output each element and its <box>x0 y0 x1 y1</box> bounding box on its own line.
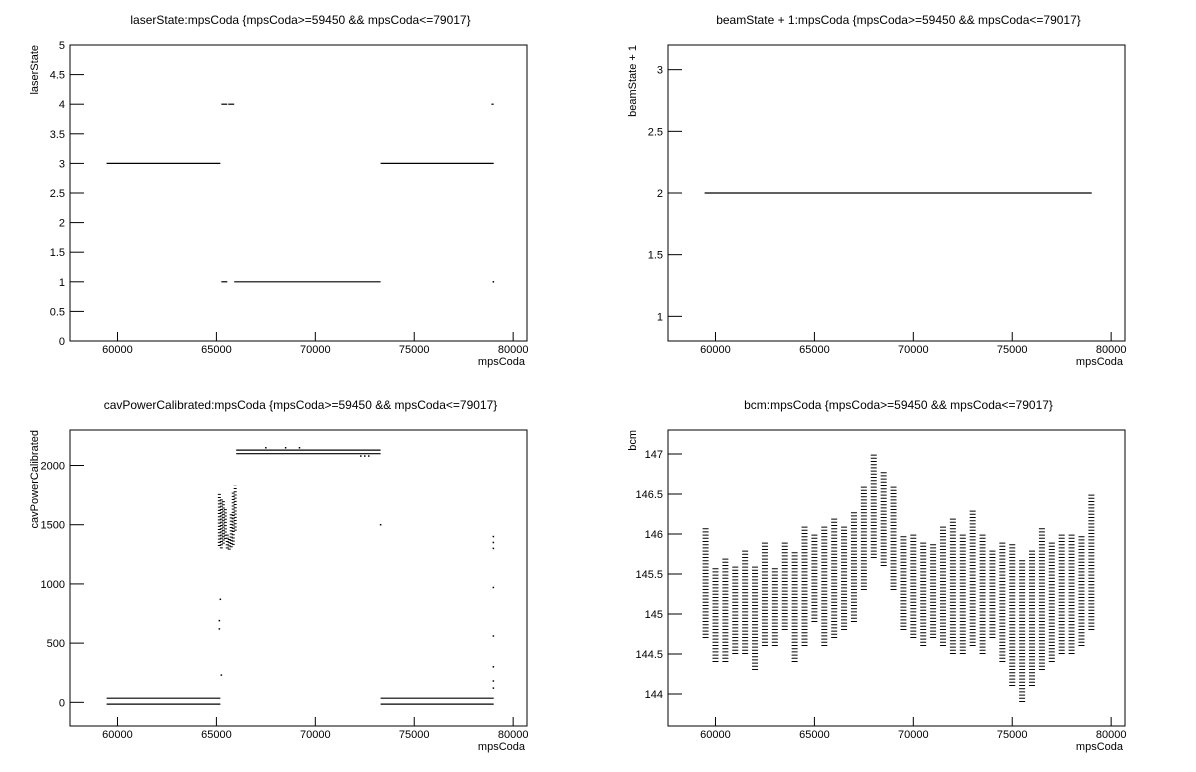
y-tick-label: 2 <box>59 218 65 230</box>
data-point <box>492 541 495 544</box>
y-tick-label: 4 <box>59 99 65 111</box>
x-axis-label: mpsCoda <box>478 741 526 753</box>
y-tick-label: 1 <box>59 277 65 289</box>
data-point <box>492 666 495 668</box>
y-tick-label: 145 <box>645 609 663 621</box>
data-point <box>360 455 362 457</box>
x-tick-label: 65000 <box>201 729 232 741</box>
y-tick-label: 4.5 <box>50 70 65 82</box>
y-tick-label: 1500 <box>41 520 65 532</box>
y-tick-label: 1.5 <box>648 250 663 262</box>
data-point <box>298 447 301 449</box>
x-tick-label: 60000 <box>102 344 133 356</box>
chart-title: beamState + 1:mpsCoda {mpsCoda>=59450 &&… <box>716 13 1081 27</box>
data-point <box>492 680 495 682</box>
plot-frame <box>69 429 528 727</box>
data-point <box>284 447 287 449</box>
data-point <box>364 455 366 457</box>
y-tick-label: 147 <box>645 449 663 461</box>
y-tick-label: 1.5 <box>50 247 65 259</box>
y-tick-label: 144.5 <box>635 649 663 661</box>
y-tick-label: 145.5 <box>635 569 663 581</box>
y-tick-label: 144 <box>645 689 663 701</box>
data-point <box>492 547 495 550</box>
x-tick-label: 80000 <box>498 729 529 741</box>
y-tick-label: 5 <box>59 40 65 52</box>
y-tick-label: 3 <box>59 158 65 170</box>
data-point <box>492 635 495 637</box>
chart-title: bcm:mpsCoda {mpsCoda>=59450 && mpsCoda<=… <box>744 398 1053 412</box>
chart-title: laserState:mpsCoda {mpsCoda>=59450 && mp… <box>130 13 470 27</box>
y-tick-label: 1000 <box>41 579 65 591</box>
x-tick-label: 75000 <box>399 729 430 741</box>
y-tick-label: 146 <box>645 529 663 541</box>
x-tick-label: 60000 <box>700 729 731 741</box>
x-tick-label: 80000 <box>1096 729 1127 741</box>
x-tick-label: 75000 <box>997 344 1028 356</box>
y-axis-label: cavPowerCalibrated <box>29 430 41 528</box>
y-axis-label: bcm <box>627 430 639 451</box>
chart-pad: bcm:mpsCoda {mpsCoda>=59450 && mpsCoda<=… <box>627 398 1126 753</box>
chart-pad: cavPowerCalibrated:mpsCoda {mpsCoda>=594… <box>29 398 528 753</box>
data-point <box>379 523 382 526</box>
data-point <box>492 687 495 689</box>
y-tick-label: 2 <box>657 188 663 200</box>
x-tick-label: 65000 <box>799 344 830 356</box>
chart-pad: beamState + 1:mpsCoda {mpsCoda>=59450 &&… <box>627 13 1126 368</box>
y-tick-label: 2.5 <box>50 188 65 200</box>
y-tick-label: 1 <box>657 311 663 323</box>
x-tick-label: 70000 <box>898 729 929 741</box>
y-tick-label: 500 <box>47 638 65 650</box>
x-tick-label: 75000 <box>399 344 430 356</box>
data-point <box>265 447 267 449</box>
plot-frame <box>667 429 1126 727</box>
y-tick-label: 2000 <box>41 461 65 473</box>
y-tick-label: 0.5 <box>50 306 65 318</box>
data-point <box>220 674 223 676</box>
x-axis-label: mpsCoda <box>1076 356 1124 368</box>
data-point <box>218 619 221 622</box>
x-tick-label: 75000 <box>997 729 1028 741</box>
y-tick-label: 146.5 <box>635 489 663 501</box>
x-tick-label: 70000 <box>898 344 929 356</box>
y-tick-label: 3 <box>657 65 663 77</box>
x-tick-label: 65000 <box>799 729 830 741</box>
x-tick-label: 65000 <box>201 344 232 356</box>
data-point <box>492 586 495 589</box>
x-tick-label: 70000 <box>300 729 331 741</box>
x-tick-label: 70000 <box>300 344 331 356</box>
x-axis-label: mpsCoda <box>478 356 526 368</box>
y-axis-label: laserState <box>29 45 41 95</box>
x-tick-label: 60000 <box>700 344 731 356</box>
x-axis-label: mpsCoda <box>1076 741 1124 753</box>
data-point <box>492 535 495 538</box>
y-tick-label: 0 <box>59 336 65 348</box>
y-tick-label: 2.5 <box>648 126 663 138</box>
y-axis-label: beamState + 1 <box>627 45 639 117</box>
y-tick-label: 0 <box>59 697 65 709</box>
x-tick-label: 80000 <box>498 344 529 356</box>
chart-title: cavPowerCalibrated:mpsCoda {mpsCoda>=594… <box>104 398 498 412</box>
x-tick-label: 60000 <box>102 729 133 741</box>
data-point <box>218 628 221 630</box>
data-point <box>492 281 495 283</box>
data-point <box>367 455 370 457</box>
chart-pad: laserState:mpsCoda {mpsCoda>=59450 && mp… <box>29 13 528 368</box>
data-point <box>219 598 222 601</box>
x-tick-label: 80000 <box>1096 344 1127 356</box>
y-tick-label: 3.5 <box>50 129 65 141</box>
